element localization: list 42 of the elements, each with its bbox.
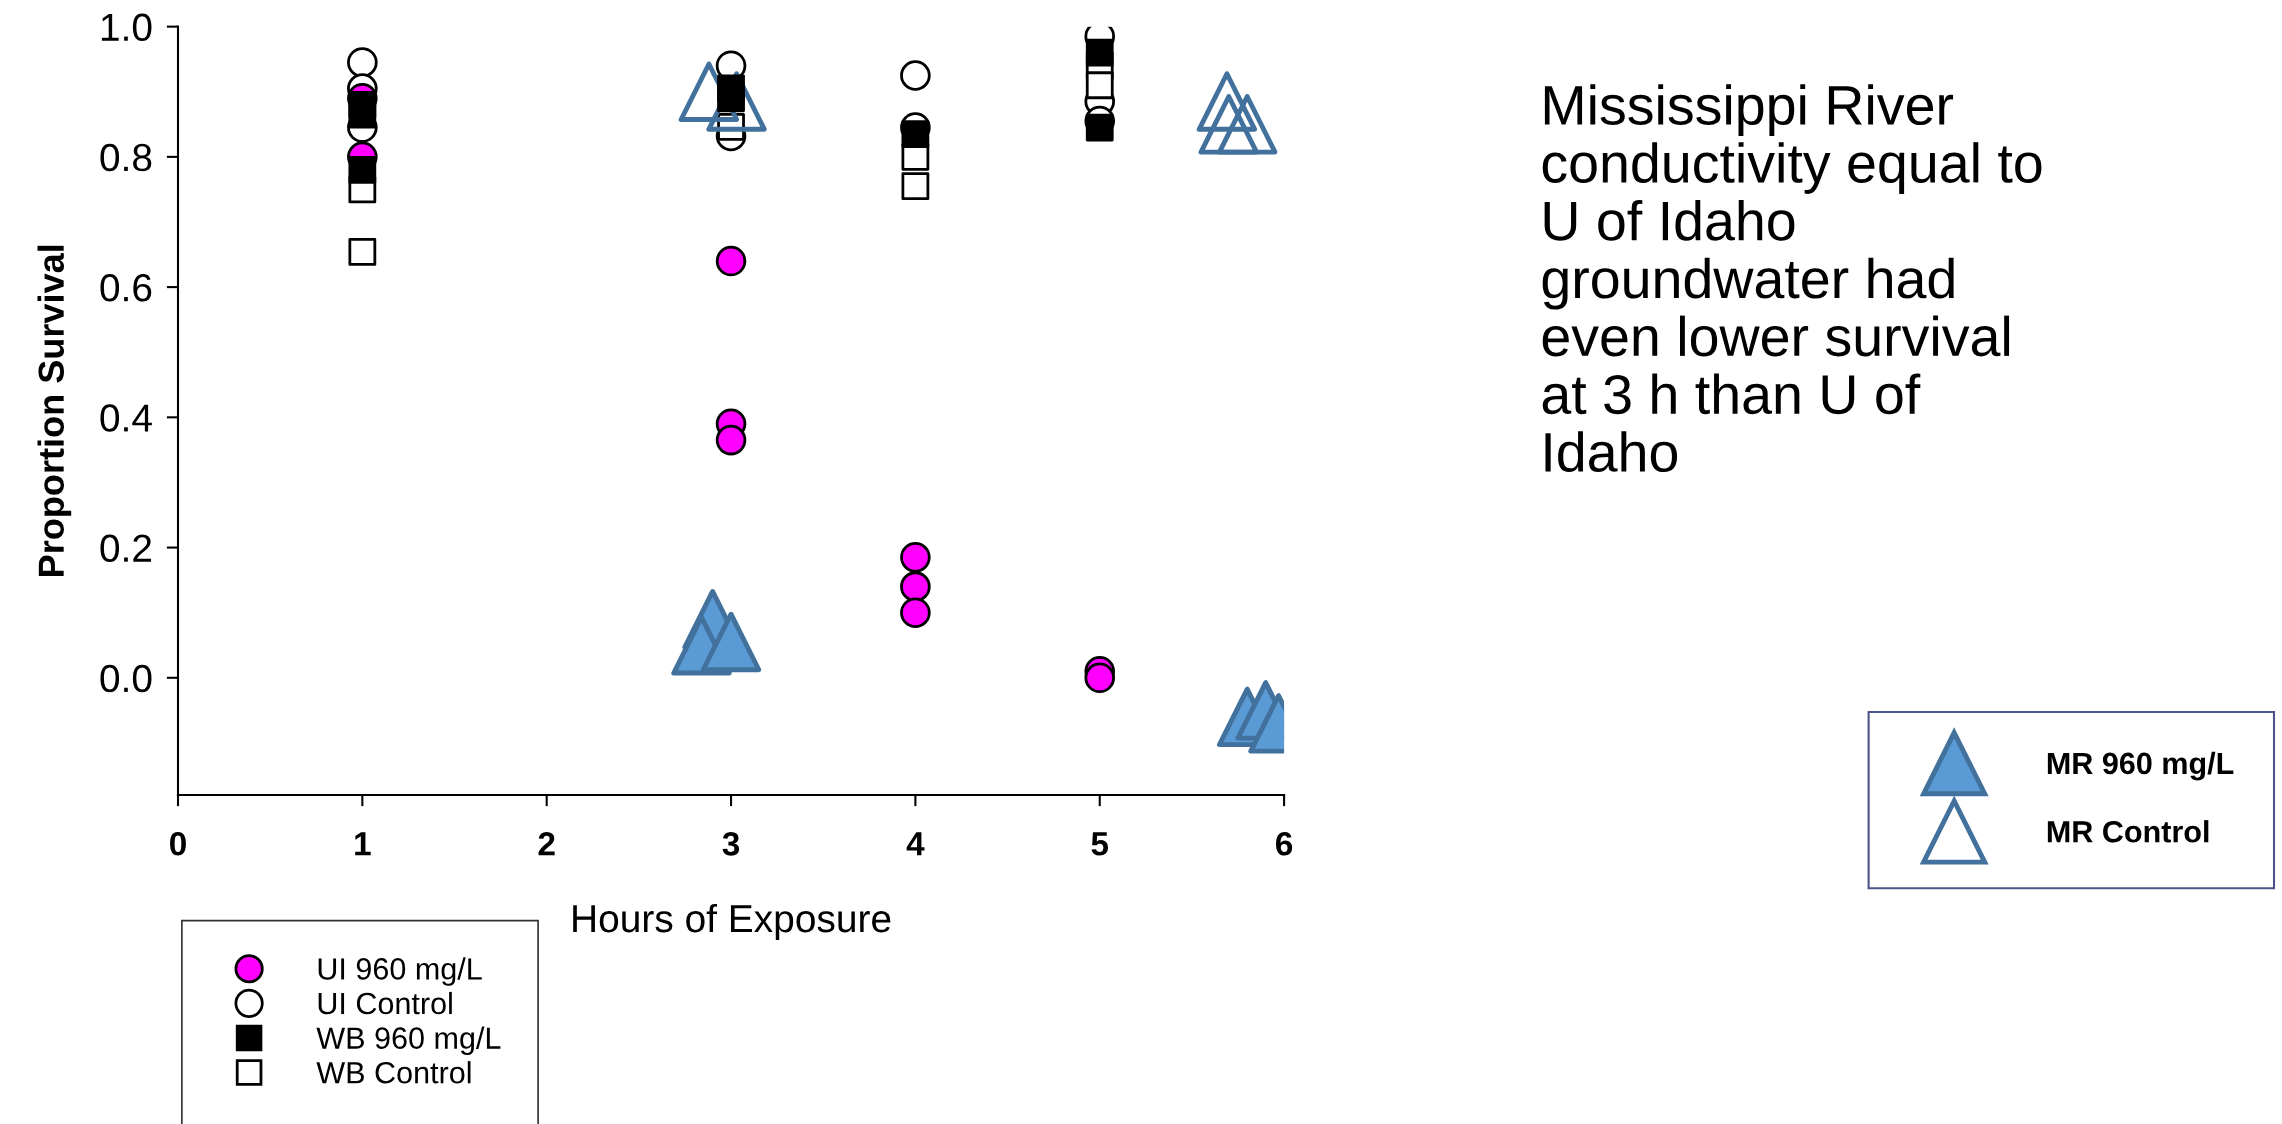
- y-tick-label: 0.6: [100, 274, 152, 302]
- y-axis-title: Proportion Survival: [37, 245, 72, 576]
- legend-label: WB 960 mg/L: [316, 1026, 501, 1055]
- y-tick-label: 0.0: [100, 664, 152, 693]
- legend-label: MR Control: [2047, 820, 2209, 843]
- y-tick-label: 1.0: [101, 13, 152, 42]
- point: [348, 238, 377, 266]
- point: [715, 245, 747, 277]
- point: [347, 47, 378, 78]
- point: [715, 424, 747, 456]
- point: [900, 597, 931, 628]
- legend-label: MR 960 mg/L: [2047, 751, 2234, 781]
- x-tick-label: 1: [355, 832, 371, 856]
- x-tick-label: 0: [170, 832, 186, 856]
- point: [1196, 71, 1258, 132]
- y-tick-label: 0.8: [100, 143, 152, 172]
- legend-label: UI Control: [318, 991, 452, 1015]
- point: [348, 156, 377, 184]
- legend-label: UI 960 mg/L: [318, 957, 482, 986]
- text: Mississippi River conductivity equal to U of Idaho groundwater had even lower survival at 3 h than U of Idaho: [1542, 84, 2042, 473]
- point: [901, 120, 930, 148]
- y-tick-label: 0.2: [100, 534, 152, 563]
- point: [700, 611, 762, 673]
- point: [1085, 113, 1114, 142]
- point: [900, 542, 931, 573]
- point: [1085, 71, 1114, 100]
- point: [901, 172, 930, 201]
- x-tick-label: 5: [1091, 832, 1109, 856]
- y-tick-label: 0.4: [100, 404, 152, 432]
- x-tick-label: 2: [538, 832, 555, 856]
- point: [1198, 94, 1259, 155]
- x-tick-label: 3: [722, 832, 740, 856]
- point: [1084, 662, 1116, 694]
- legend-label: WB Control: [316, 1061, 471, 1084]
- point: [348, 100, 377, 129]
- x-tick-label: 6: [1276, 832, 1293, 856]
- point: [1085, 38, 1114, 67]
- x-tick-label: 4: [906, 832, 925, 856]
- x-axis-title: Hours of Exposure: [573, 903, 891, 941]
- point: [900, 571, 931, 602]
- point: [1217, 94, 1278, 155]
- point: [900, 60, 931, 91]
